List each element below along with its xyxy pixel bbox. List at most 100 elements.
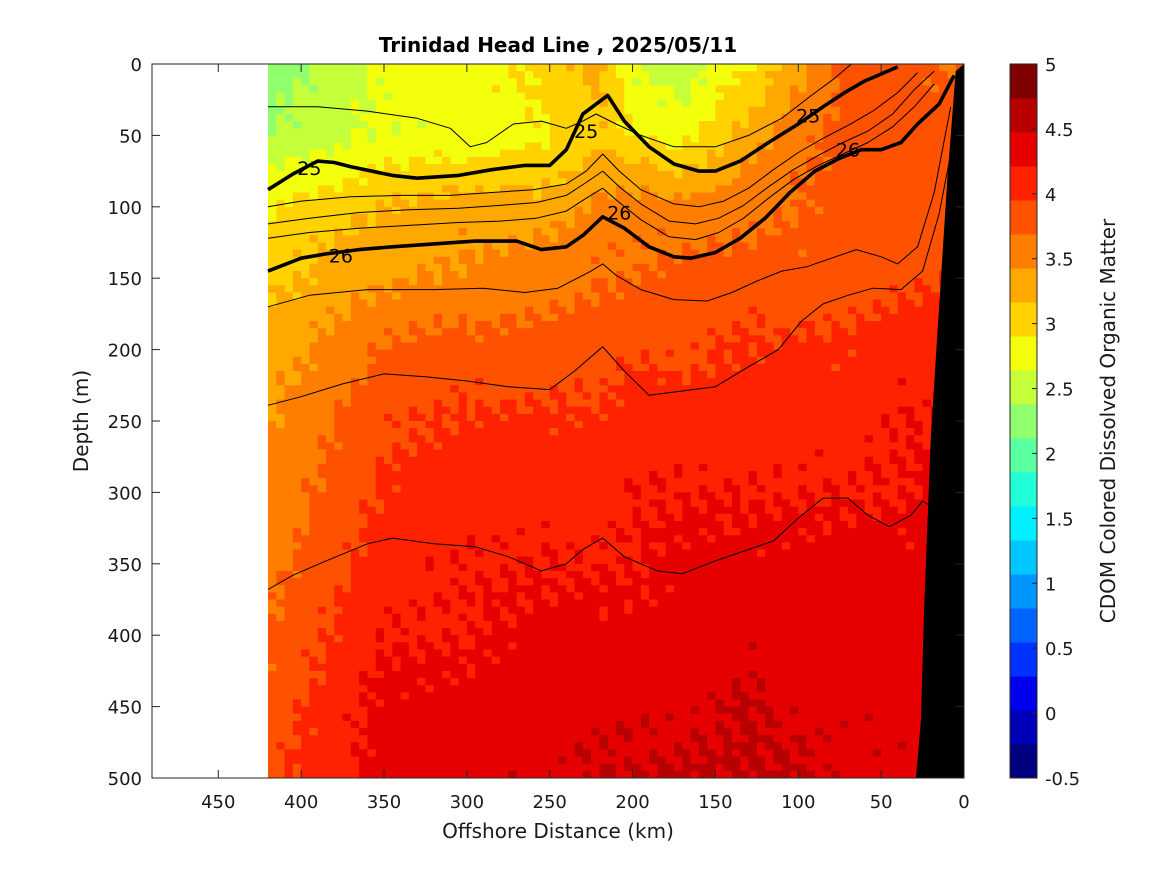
heat-cell [665,149,675,158]
heat-cell [682,399,692,408]
heat-cell [732,85,741,94]
heat-cell [599,456,609,465]
heat-cell [723,128,733,136]
heat-cell [781,335,791,344]
heat-cell [458,363,468,372]
heat-cell [723,356,733,365]
heat-cell [848,113,857,122]
heat-cell [591,228,601,236]
heat-cell [922,328,932,336]
heat-cell [872,249,882,258]
heat-cell [831,242,841,251]
heat-cell [790,463,799,472]
heat-cell [906,435,915,444]
heat-cell [574,349,584,358]
heat-cell [897,371,907,379]
heat-cell [906,392,915,401]
heat-cell [690,278,700,286]
heat-cell [616,78,625,87]
heat-cell [715,399,725,408]
heat-cell [334,199,344,208]
heat-cell [765,342,775,351]
heat-cell [707,92,717,101]
heat-cell [748,242,758,251]
heat-cell [864,64,874,72]
heat-cell [533,299,543,308]
heat-cell [831,285,841,294]
heat-cell [334,278,344,286]
heat-cell [640,99,650,108]
heat-cell [823,135,833,144]
heat-cell [881,113,891,122]
heat-cell [524,335,534,344]
heat-cell [284,463,294,472]
heat-cell [657,178,667,186]
heat-cell [417,478,427,486]
heat-cell [342,421,352,429]
heat-cell [889,199,899,208]
heat-cell [698,78,708,87]
heat-cell [475,178,485,186]
heat-cell [690,470,700,479]
heat-cell [864,221,874,229]
heat-cell [790,256,799,265]
heat-cell [864,392,874,401]
heat-cell [765,142,775,151]
heat-cell [384,278,393,286]
heat-cell [408,128,418,136]
heat-cell [549,206,559,215]
heat-cell [632,363,642,372]
heat-cell [483,199,493,208]
heat-cell [475,392,485,401]
heat-cell [268,163,277,172]
heat-cell [466,485,476,493]
heat-cell [790,278,799,286]
heat-cell [781,199,791,208]
heat-cell [591,213,601,222]
heat-cell [582,142,592,151]
heat-cell [500,385,509,394]
heat-cell [309,349,319,358]
heat-cell [516,342,526,351]
heat-cell [740,263,750,272]
heat-cell [839,142,849,151]
heat-cell [558,363,567,372]
heat-cell [922,442,932,451]
heat-cell [872,449,882,458]
heat-cell [814,328,824,336]
heat-cell [690,221,700,229]
heat-cell [292,92,302,101]
heat-cell [649,256,659,265]
heat-cell [533,392,543,401]
heat-cell [806,321,816,329]
heat-cell [674,435,683,444]
heat-cell [574,256,584,265]
heat-cell [524,99,534,108]
heat-cell [483,228,493,236]
heat-cell [268,249,277,258]
heat-cell [765,428,775,436]
heat-cell [814,113,824,122]
heat-cell [823,221,833,229]
heat-cell [814,149,824,158]
heat-cell [616,285,625,294]
heat-cell [582,485,592,493]
heat-cell [466,221,476,229]
heat-cell [400,378,410,386]
heat-cell [723,221,733,229]
heat-cell [558,299,567,308]
heat-cell [732,221,741,229]
heat-cell [632,278,642,286]
heat-cell [483,435,493,444]
heat-cell [458,428,468,436]
heat-cell [848,156,857,165]
heat-cell [342,278,352,286]
heat-cell [707,163,717,172]
heat-cell [508,478,518,486]
heat-cell [889,399,899,408]
heat-cell [309,485,319,493]
heat-cell [864,121,874,129]
heat-cell [906,221,915,229]
heat-cell [707,185,717,194]
heat-cell [425,64,435,72]
